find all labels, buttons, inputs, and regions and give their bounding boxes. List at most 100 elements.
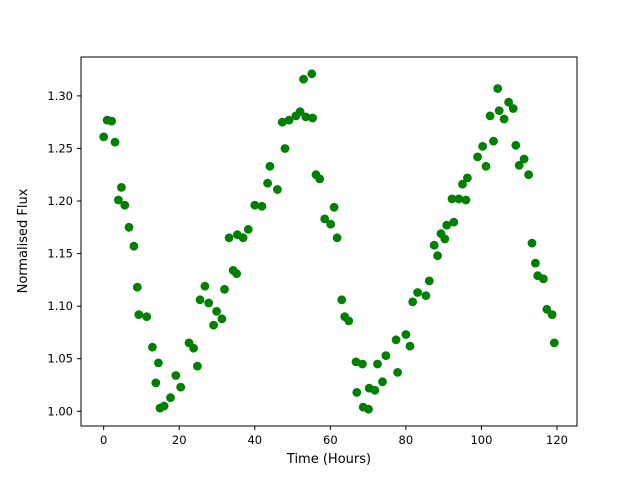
x-tick-label: 20 [172, 433, 187, 447]
data-point [508, 104, 518, 113]
data-point [547, 310, 557, 319]
data-point [413, 288, 422, 297]
data-point [110, 137, 120, 147]
data-point [212, 307, 222, 316]
x-tick-label: 120 [546, 433, 568, 447]
y-axis-ticks: 1.00 1.05 1.10 1.15 1.20 1.25 1.30 [47, 89, 81, 418]
data-point [220, 284, 229, 294]
data-point [433, 251, 442, 261]
data-point [277, 117, 287, 127]
data-point [364, 404, 373, 414]
data-point [148, 342, 157, 352]
data-point [134, 310, 144, 319]
data-point [391, 335, 401, 345]
y-tick-label: 1.05 [47, 352, 73, 366]
data-point [280, 144, 290, 153]
data-point [265, 161, 275, 171]
data-point [373, 359, 382, 369]
axes-border [80, 56, 578, 427]
y-tick-label: 1.30 [47, 89, 73, 103]
data-point [424, 276, 434, 286]
data-point [301, 112, 311, 122]
data-point [408, 297, 418, 307]
data-point [307, 69, 317, 79]
data-point [489, 136, 498, 146]
data-point [499, 114, 509, 124]
data-point [204, 298, 214, 308]
data-point [494, 106, 504, 115]
data-point [493, 84, 503, 93]
data-point [378, 377, 387, 387]
data-point [209, 320, 219, 330]
data-point [421, 291, 431, 300]
data-point [463, 173, 472, 183]
data-point [224, 233, 234, 243]
data-point [189, 343, 199, 353]
data-point [114, 195, 123, 205]
x-tick-label: 80 [399, 433, 414, 447]
data-point [193, 361, 202, 371]
data-point [315, 174, 325, 184]
data-point [449, 217, 459, 227]
data-point [117, 183, 126, 192]
x-axis-ticks: 0 20 40 60 80 100 120 [100, 426, 568, 447]
x-axis-label: Time (Hours) [286, 452, 371, 467]
data-point [308, 113, 317, 123]
data-point [332, 233, 342, 243]
data-point [527, 238, 537, 248]
data-point [238, 233, 248, 243]
x-tick-label: 0 [100, 433, 107, 447]
y-tick-label: 1.25 [47, 141, 73, 155]
data-point [429, 240, 439, 250]
data-point [358, 359, 367, 369]
data-point [481, 161, 491, 171]
data-point [107, 116, 116, 126]
data-point [171, 371, 181, 380]
data-point [473, 152, 482, 162]
data-point [440, 234, 450, 244]
data-point [370, 385, 380, 395]
data-point [217, 314, 227, 324]
data-point [257, 201, 267, 211]
x-tick-label: 40 [247, 433, 262, 447]
data-point [320, 214, 330, 224]
data-point [531, 258, 540, 268]
plot-frame [80, 56, 578, 427]
data-point [295, 107, 305, 117]
data-point [511, 140, 521, 150]
data-point [120, 200, 130, 210]
data-point [176, 382, 186, 392]
data-point [284, 115, 294, 125]
data-point [454, 194, 464, 204]
data-point [151, 378, 161, 388]
data-point [549, 338, 559, 348]
data-point [166, 393, 175, 402]
data-point [337, 295, 347, 305]
data-point [519, 154, 529, 164]
data-point [129, 241, 139, 251]
data-point [539, 274, 548, 284]
y-tick-label: 1.15 [47, 247, 73, 261]
data-point [401, 330, 411, 339]
data-point [447, 194, 457, 204]
data-point [458, 179, 467, 189]
data-point [154, 358, 163, 368]
data-point [344, 316, 354, 326]
data-point [461, 195, 471, 205]
data-point [478, 142, 487, 151]
data-point [159, 401, 169, 411]
data-point [514, 160, 524, 170]
y-tick-label: 1.00 [47, 404, 73, 418]
data-point [99, 132, 109, 142]
data-point [329, 202, 339, 212]
data-point [142, 312, 152, 322]
data-point [200, 281, 210, 291]
data-point [393, 368, 402, 377]
data-point [263, 178, 272, 188]
data-point [442, 220, 452, 230]
data-point [243, 225, 253, 234]
y-tick-label: 1.10 [47, 299, 73, 313]
data-point [132, 282, 142, 292]
